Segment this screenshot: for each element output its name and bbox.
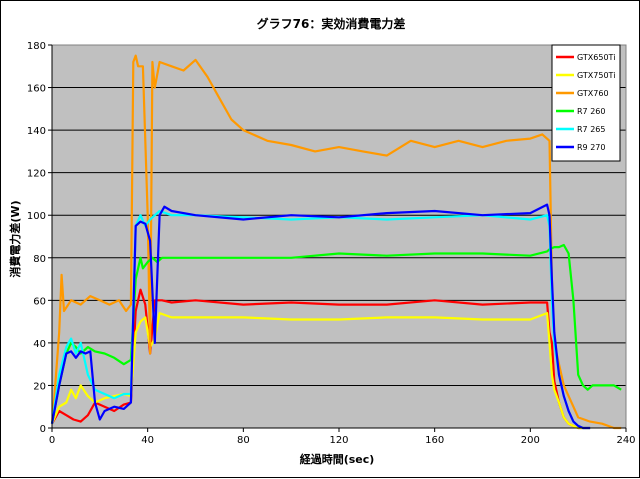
series-layer	[50, 54, 622, 430]
chart-title: グラフ76：実効消費電力差	[257, 16, 406, 31]
x-axis-ticks: 0 40 80 120 160 200 240	[49, 427, 636, 446]
y-tick-label: 180	[27, 41, 46, 52]
y-axis-ticks: 0 20 40 60 80 100 120 140 160 180	[27, 41, 53, 435]
y-tick-label: 100	[27, 211, 46, 222]
x-tick-label: 0	[49, 435, 55, 446]
y-tick-label: 20	[33, 381, 46, 392]
x-tick-label: 80	[237, 435, 250, 446]
x-axis-label: 経過時間(sec)	[300, 452, 375, 466]
y-tick-label: 0	[40, 424, 46, 435]
y-tick-label: 160	[27, 84, 46, 95]
legend-label: R7 260	[577, 107, 605, 116]
legend-label: R9 270	[577, 143, 605, 152]
y-axis-label: 消費電力差(W)	[8, 200, 22, 277]
legend: GTX650Ti GTX750Ti GTX760 R7 260 R7 265 R9 270	[551, 44, 621, 162]
x-tick-label: 40	[141, 435, 154, 446]
y-tick-label: 120	[27, 169, 46, 180]
legend-box	[551, 44, 621, 162]
legend-label: R7 265	[577, 125, 605, 134]
y-tick-label: 60	[33, 296, 46, 307]
series-line-r9-270	[50, 203, 591, 430]
x-tick-label: 160	[425, 435, 444, 446]
y-tick-label: 140	[27, 126, 46, 137]
legend-label: GTX760	[577, 89, 609, 98]
series-line-r7-260	[50, 243, 622, 424]
legend-label: GTX750Ti	[577, 71, 615, 80]
y-tick-label: 80	[33, 254, 46, 265]
series-line-gtx750ti	[50, 312, 591, 430]
plot-area	[51, 44, 627, 429]
x-tick-label: 120	[329, 435, 348, 446]
legend-label: GTX650Ti	[577, 53, 615, 62]
y-tick-label: 40	[33, 339, 46, 350]
x-tick-label: 240	[616, 435, 635, 446]
x-tick-label: 200	[521, 435, 540, 446]
